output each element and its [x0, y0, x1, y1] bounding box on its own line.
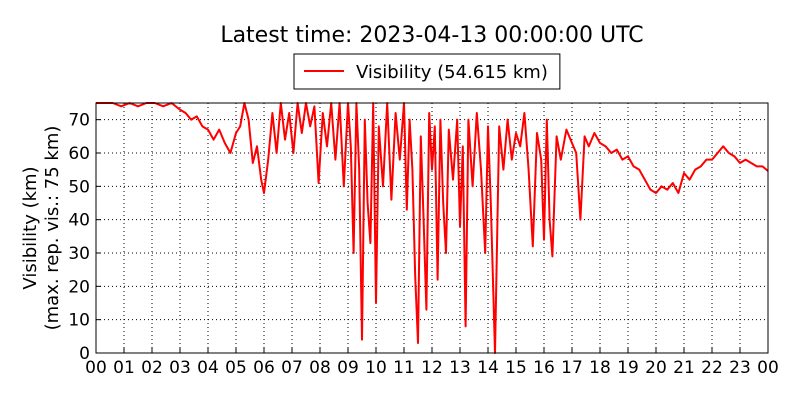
x-tick-label: 14 — [477, 358, 499, 378]
x-tick-label: 02 — [141, 358, 163, 378]
x-tick-label: 18 — [589, 358, 611, 378]
y-tick-label: 30 — [68, 244, 90, 264]
y-tick-label: 10 — [68, 311, 90, 331]
y-tick-label: 0 — [79, 344, 90, 364]
x-tick-label: 08 — [309, 358, 331, 378]
x-tick-label: 07 — [281, 358, 303, 378]
y-axis-label: Visibility (km) (max. rep. vis.: 75 km) — [20, 126, 63, 331]
x-tick-label: 00 — [757, 358, 779, 378]
x-tick-label: 12 — [421, 358, 443, 378]
x-tick-label: 21 — [673, 358, 695, 378]
y-label-line: (max. rep. vis.: 75 km) — [42, 126, 63, 331]
x-tick-label: 10 — [365, 358, 387, 378]
legend-label: Visibility (54.615 km) — [356, 62, 548, 83]
x-tick-label: 04 — [197, 358, 219, 378]
x-tick-label: 00 — [85, 358, 107, 378]
y-label-line: Visibility (km) — [20, 166, 41, 289]
y-tick-label: 40 — [68, 211, 90, 231]
x-tick-label: 23 — [729, 358, 751, 378]
x-tick-label: 01 — [113, 358, 135, 378]
x-tick-label: 20 — [645, 358, 667, 378]
legend: Visibility (54.615 km) — [293, 53, 561, 90]
x-tick-label: 16 — [533, 358, 555, 378]
x-tick-label: 17 — [561, 358, 583, 378]
y-tick-label: 70 — [68, 111, 90, 131]
x-tick-label: 22 — [701, 358, 723, 378]
x-tick-label: 03 — [169, 358, 191, 378]
data-line — [96, 102, 769, 354]
plot-frame — [95, 102, 769, 354]
y-tick-label: 60 — [68, 144, 90, 164]
x-tick-label: 19 — [617, 358, 639, 378]
y-tick-label: 50 — [68, 177, 90, 197]
x-tick-label: 15 — [505, 358, 527, 378]
x-tick-label: 13 — [449, 358, 471, 378]
y-tick-label: 20 — [68, 277, 90, 297]
x-tick-label: 11 — [393, 358, 415, 378]
x-tick-label: 06 — [253, 358, 275, 378]
x-tick-label: 05 — [225, 358, 247, 378]
chart-title: Latest time: 2023-04-13 00:00:00 UTC — [220, 23, 643, 48]
x-tick-label: 09 — [337, 358, 359, 378]
